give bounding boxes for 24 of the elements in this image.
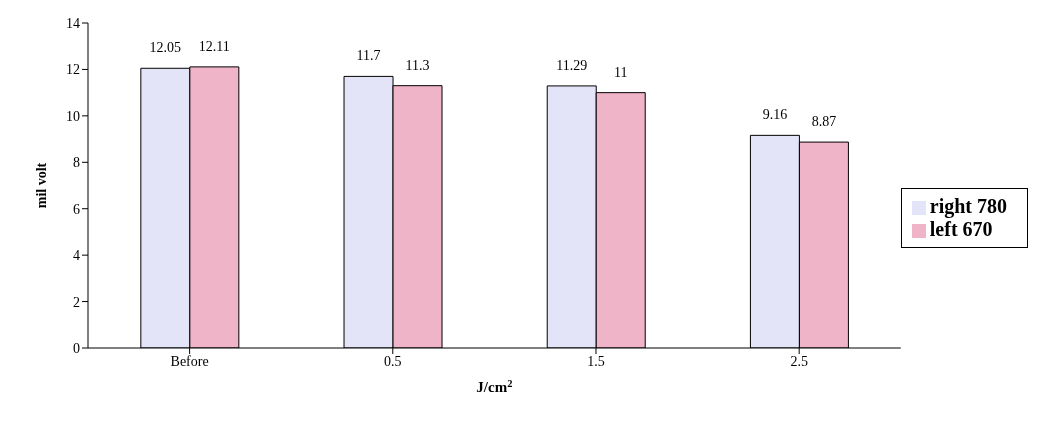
x-axis-title: J/cm$^{2}$: [476, 377, 513, 395]
y-tick-label: 14: [66, 15, 80, 31]
y-axis-title: mil volt: [34, 162, 49, 209]
x-tick-label: Before: [170, 353, 209, 369]
x-tick-label: 2.5: [790, 353, 808, 369]
data-label: 11.29: [556, 57, 588, 73]
y-tick-label: 10: [66, 108, 80, 124]
data-label: 12.05: [149, 40, 182, 56]
y-tick-label: 8: [73, 155, 80, 171]
y-tick-label: 4: [73, 248, 80, 264]
y-tick-label: 0: [73, 340, 80, 356]
y-tick-label: 6: [73, 201, 80, 217]
data-label: 11: [613, 64, 628, 80]
y-tick-label: 12: [66, 62, 80, 78]
y-tick-label: 2: [73, 294, 80, 310]
x-tick-label: 0.5: [384, 353, 402, 369]
data-label: 8.87: [811, 114, 837, 130]
data-label: 9.16: [762, 107, 788, 123]
data-label: 11.7: [356, 48, 381, 64]
x-tick-label: 1.5: [587, 353, 605, 369]
data-label: 11.3: [405, 57, 430, 73]
legend-label: right 780: [929, 195, 1007, 217]
legend-label: left 670: [929, 218, 993, 240]
data-label: 12.11: [198, 38, 230, 54]
